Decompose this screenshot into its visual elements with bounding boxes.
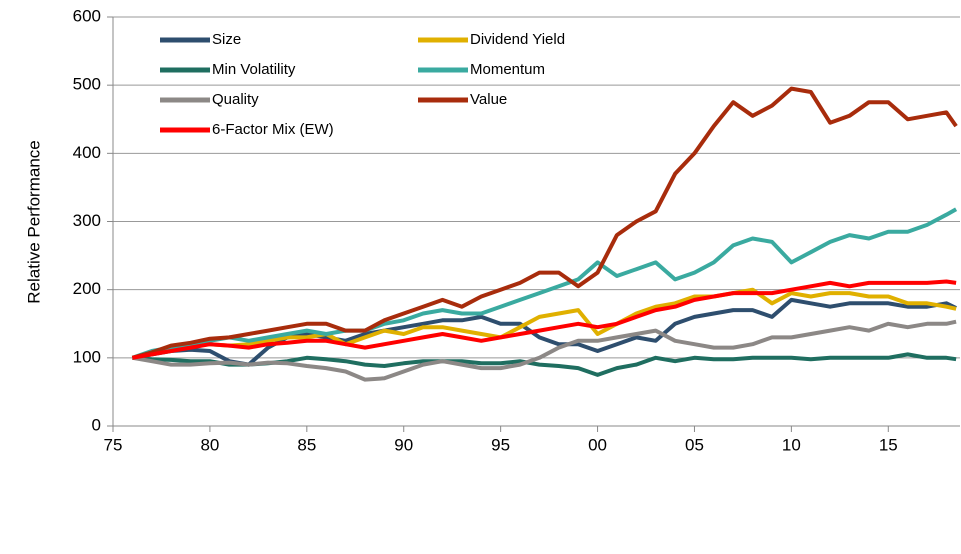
x-tick-label: 75 xyxy=(104,435,123,454)
y-axis-label: Relative Performance xyxy=(24,140,43,303)
series-line xyxy=(132,279,957,360)
legend-label: Min Volatility xyxy=(212,61,296,78)
legend-label: Momentum xyxy=(470,61,545,78)
x-tick-label: 90 xyxy=(394,435,413,454)
x-tick-label: 10 xyxy=(782,435,801,454)
y-tick-label: 100 xyxy=(73,347,101,366)
legend-label: Quality xyxy=(212,91,259,108)
x-tick-label: 80 xyxy=(200,435,219,454)
series-line xyxy=(132,319,957,382)
y-tick-label: 200 xyxy=(73,279,101,298)
series-line xyxy=(131,207,958,360)
legend-label: 6-Factor Mix (EW) xyxy=(212,121,334,138)
y-tick-label: 300 xyxy=(73,211,101,230)
x-tick-label: 95 xyxy=(491,435,510,454)
x-tick-label: 85 xyxy=(297,435,316,454)
legend-label: Value xyxy=(470,91,507,108)
legend-label: Size xyxy=(212,31,241,48)
legend-label: Dividend Yield xyxy=(470,31,565,48)
y-tick-label: 400 xyxy=(73,143,101,162)
x-tick-label: 15 xyxy=(879,435,898,454)
series-line xyxy=(131,86,958,360)
y-tick-label: 0 xyxy=(92,415,101,434)
series-line xyxy=(131,287,957,360)
y-tick-label: 500 xyxy=(73,75,101,94)
x-tick-label: 00 xyxy=(588,435,607,454)
x-tick-label: 05 xyxy=(685,435,704,454)
y-tick-label: 600 xyxy=(73,6,101,25)
